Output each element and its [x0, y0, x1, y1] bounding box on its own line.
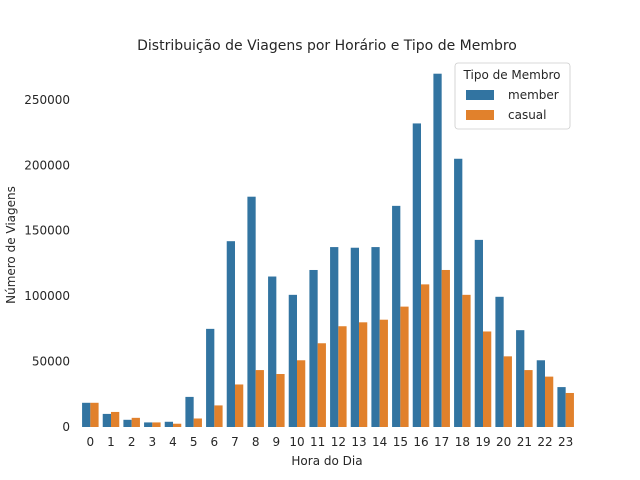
bar-casual-0 [90, 402, 99, 427]
x-tick-label: 3 [149, 435, 157, 449]
bar-casual-16 [421, 284, 430, 427]
bar-casual-20 [503, 356, 512, 427]
bar-member-0 [82, 402, 91, 427]
y-tick-label: 0 [62, 420, 70, 434]
bar-member-22 [536, 360, 545, 427]
legend-swatch-casual [466, 110, 494, 120]
bar-member-13 [350, 247, 359, 427]
bar-member-7 [226, 241, 235, 427]
legend-label-casual: casual [508, 108, 547, 122]
bar-member-19 [474, 239, 483, 427]
legend-title: Tipo de Membro [463, 68, 561, 82]
y-tick-label: 250000 [24, 93, 70, 107]
y-axis-label: Número de Viagens [4, 186, 18, 304]
bar-casual-14 [379, 319, 388, 427]
x-tick-label: 9 [273, 435, 281, 449]
x-tick-label: 10 [289, 435, 304, 449]
bar-member-15 [392, 205, 401, 427]
bar-casual-7 [235, 384, 244, 427]
bar-member-5 [185, 396, 194, 427]
x-tick-label: 1 [107, 435, 115, 449]
bar-member-10 [288, 294, 297, 427]
y-tick-label: 50000 [32, 355, 70, 369]
legend-swatch-member [466, 90, 494, 100]
bar-member-1 [102, 413, 111, 427]
x-tick-label: 21 [517, 435, 532, 449]
bar-casual-13 [359, 322, 368, 427]
x-tick-label: 18 [455, 435, 470, 449]
bars-group [82, 73, 574, 428]
x-tick-label: 22 [537, 435, 552, 449]
bar-member-21 [516, 330, 525, 427]
x-tick-label: 15 [393, 435, 408, 449]
bar-member-4 [164, 421, 173, 427]
y-axis-ticks: 0 50000 100000 150000 200000 250000 [24, 93, 70, 434]
x-tick-label: 19 [475, 435, 490, 449]
bar-casual-8 [255, 370, 264, 427]
y-tick-label: 200000 [24, 158, 70, 172]
bar-casual-4 [173, 423, 182, 427]
x-tick-label: 6 [211, 435, 219, 449]
bar-member-17 [433, 73, 442, 427]
bar-casual-1 [111, 411, 120, 427]
bar-member-8 [247, 196, 256, 427]
bar-member-20 [495, 296, 504, 427]
x-axis-ticks: 0 1 2 3 4 5 6 7 8 9 10 11 12 13 14 15 16 17 18 19 20 21 22 23 [87, 435, 574, 449]
bar-casual-17 [441, 269, 450, 427]
bar-casual-12 [338, 326, 347, 427]
bar-casual-23 [565, 392, 574, 427]
bar-casual-22 [545, 376, 554, 427]
x-tick-label: 8 [252, 435, 260, 449]
bar-casual-15 [400, 306, 409, 427]
bar-casual-9 [276, 374, 285, 427]
y-tick-label: 150000 [24, 224, 70, 238]
x-tick-label: 13 [351, 435, 366, 449]
x-tick-label: 23 [558, 435, 573, 449]
x-tick-label: 4 [169, 435, 177, 449]
x-tick-label: 12 [331, 435, 346, 449]
bar-member-23 [557, 387, 566, 427]
bar-casual-21 [524, 370, 533, 427]
chart-title: Distribuição de Viagens por Horário e Ti… [137, 38, 517, 54]
bar-member-12 [330, 247, 339, 427]
x-tick-label: 7 [231, 435, 239, 449]
bar-casual-18 [462, 294, 471, 427]
bar-member-18 [454, 158, 463, 427]
x-axis-label: Hora do Dia [291, 454, 362, 468]
bar-member-11 [309, 269, 318, 427]
bar-member-16 [412, 123, 421, 428]
bar-member-6 [206, 328, 215, 427]
bar-member-3 [144, 422, 153, 427]
bar-casual-5 [193, 418, 202, 427]
x-tick-label: 14 [372, 435, 387, 449]
x-tick-label: 5 [190, 435, 198, 449]
bar-casual-3 [152, 422, 161, 427]
x-tick-label: 2 [128, 435, 136, 449]
bar-member-2 [123, 419, 132, 427]
bar-member-14 [371, 247, 380, 427]
bar-member-9 [268, 276, 277, 427]
x-tick-label: 16 [413, 435, 428, 449]
x-tick-label: 0 [87, 435, 95, 449]
x-tick-label: 17 [434, 435, 449, 449]
bar-casual-10 [297, 360, 306, 427]
bar-casual-19 [483, 331, 492, 427]
y-tick-label: 100000 [24, 289, 70, 303]
bar-casual-11 [317, 343, 326, 427]
legend: Tipo de Membro member casual [454, 62, 571, 130]
x-tick-label: 20 [496, 435, 511, 449]
bar-casual-6 [214, 405, 223, 427]
legend-label-member: member [508, 88, 559, 102]
bar-casual-2 [131, 417, 140, 427]
x-tick-label: 11 [310, 435, 325, 449]
